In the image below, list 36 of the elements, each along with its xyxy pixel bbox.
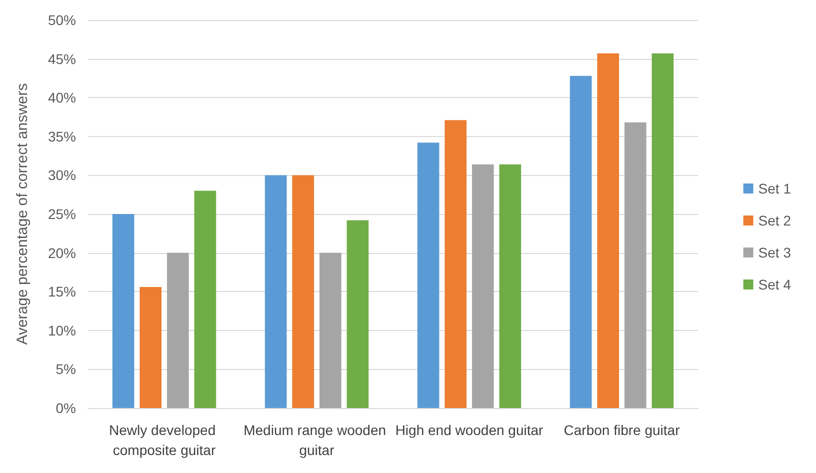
y-tick-label: 15% <box>48 284 76 300</box>
bar <box>112 214 134 408</box>
bar <box>624 122 646 408</box>
bar <box>472 164 494 408</box>
y-tick-label: 5% <box>56 361 76 378</box>
bar <box>166 252 189 408</box>
y-tick-label: 25% <box>48 206 76 222</box>
bar <box>570 76 592 408</box>
bar <box>194 190 216 408</box>
bar <box>319 252 342 408</box>
bar <box>444 120 467 408</box>
legend-label: Set 1 <box>758 180 792 196</box>
bar <box>140 286 162 408</box>
y-tick-label: 50% <box>48 12 76 28</box>
legend-label: Set 2 <box>758 212 792 228</box>
bar <box>264 175 287 408</box>
y-tick-label: 40% <box>48 90 76 106</box>
bar <box>499 164 522 408</box>
y-axis-title: Average percentage of correct answers <box>14 83 31 345</box>
bar <box>346 220 369 408</box>
bar <box>652 53 674 408</box>
x-tick-label: High end wooden guitar <box>395 422 544 438</box>
y-tick-label: 30% <box>48 167 76 184</box>
y-tick-label: 45% <box>48 50 76 67</box>
legend-label: Set 3 <box>758 244 792 260</box>
y-tick-label: 10% <box>48 322 76 338</box>
y-tick-label: 0% <box>56 400 76 416</box>
y-tick-label: 20% <box>48 244 76 261</box>
bar <box>597 53 620 408</box>
x-tick-label: Medium range wooden guitar <box>244 422 390 458</box>
x-tick-label: Newly developed composite guitar <box>108 422 220 458</box>
y-tick-label: 35% <box>48 128 76 144</box>
bar <box>292 175 314 408</box>
legend-label: Set 4 <box>758 276 792 292</box>
x-tick-label: Carbon fibre guitar <box>564 422 680 438</box>
bar <box>417 142 440 408</box>
